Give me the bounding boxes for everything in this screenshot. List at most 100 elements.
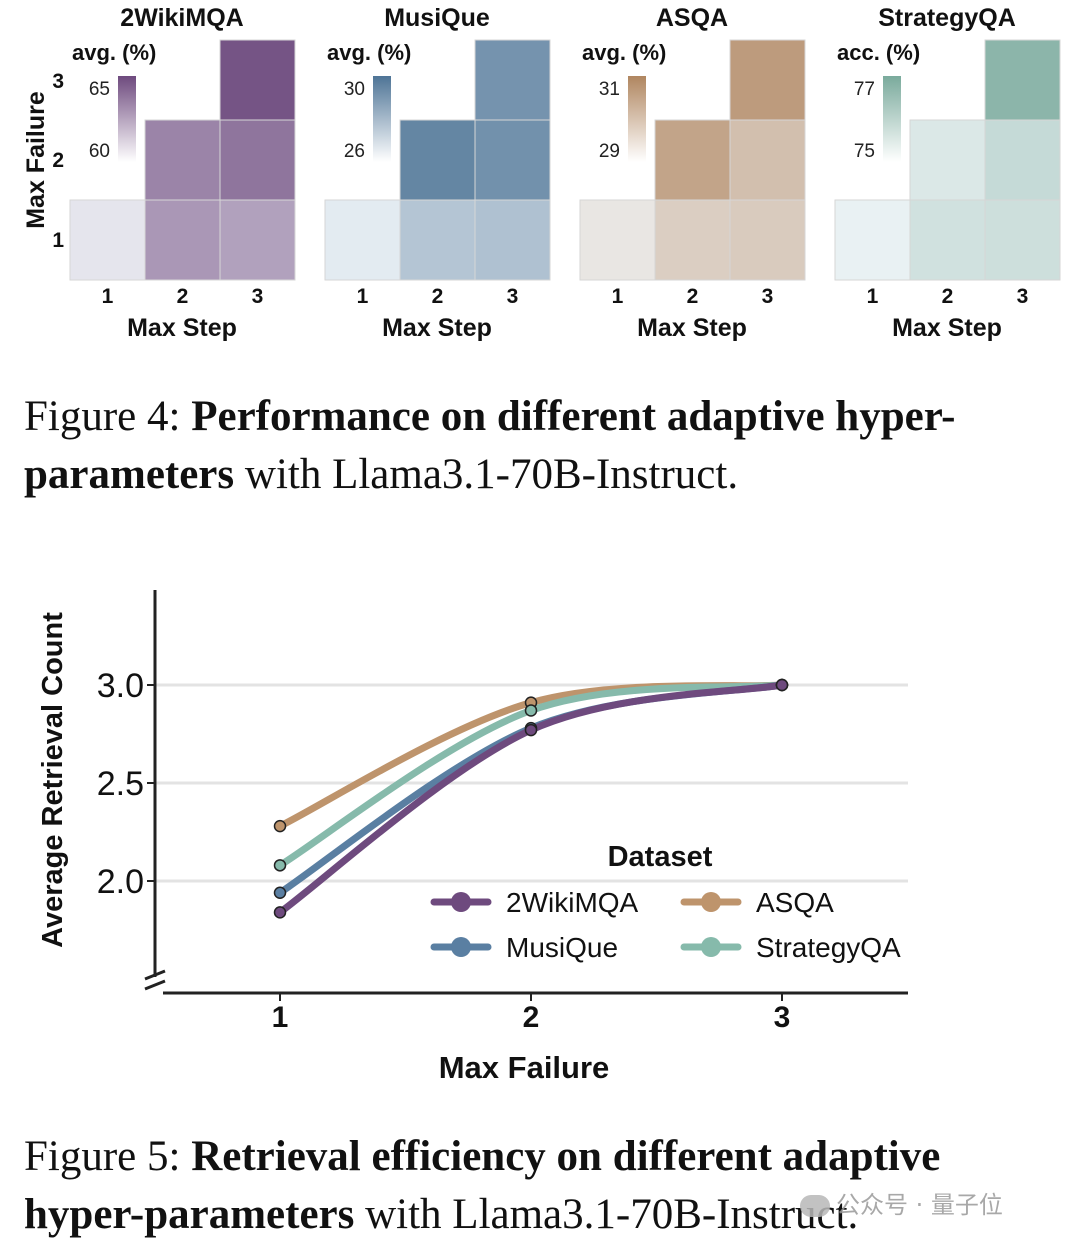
figure-5-line-chart: 2.0 2.5 3.0 1 2 3 Max Failure Average Retrieval… (37, 590, 908, 1085)
y-tick-label: 2 (52, 149, 64, 172)
figure-5-caption-rest: with Llama3.1-70B-Instruct. (354, 1191, 859, 1238)
x-tick-label: 2 (177, 285, 189, 308)
heatmap-cell (399, 199, 476, 281)
heatmap-cell (219, 199, 296, 281)
heatmap-cell (69, 199, 146, 281)
x-axis-label: Max Step (127, 314, 237, 342)
wechat-icon (800, 1195, 830, 1217)
heatmap-cell (144, 199, 221, 281)
legend-title: Dataset (608, 841, 713, 873)
colorbar-tick-low: 26 (344, 141, 365, 162)
legend-swatch-dot (451, 892, 471, 912)
heatmap-cell (474, 39, 551, 121)
colorbar-label: avg. (%) (327, 40, 411, 65)
heatmap-title: 2WikiMQA (120, 4, 243, 32)
legend-label: StrategyQA (756, 932, 901, 963)
heatmap-cell (219, 39, 296, 121)
heatmap-cell (729, 39, 806, 121)
legend-swatch-dot (701, 892, 721, 912)
watermark: 公众号 · 量子位 (800, 1185, 1003, 1220)
series-point-musique (273, 886, 287, 900)
heatmap-cell (654, 199, 731, 281)
x-tick-label: 3 (252, 285, 264, 308)
heatmap-cell (474, 199, 551, 281)
series-point-strategyqa (273, 859, 287, 872)
colorbar-tick-low: 75 (854, 141, 875, 162)
heatmap-cell (984, 119, 1061, 201)
heatmap-title: MusiQue (384, 4, 490, 32)
colorbar (373, 76, 391, 162)
x-axis-label: Max Step (382, 314, 492, 342)
axis-break-mark (144, 969, 166, 981)
heatmap-cell (729, 199, 806, 281)
watermark-text: 公众号 · 量子位 (836, 1191, 1003, 1219)
y-tick-label: 3.0 (97, 667, 144, 705)
x-tick-label: 1 (272, 1001, 289, 1034)
line-chart-plot: 2.0 2.5 3.0 1 2 3 Max Failure Average Retrieval… (37, 590, 908, 1085)
legend: Dataset 2WikiMQA MusiQue ASQA StrategyQA (430, 841, 901, 963)
colorbar-tick-high: 30 (344, 79, 365, 100)
x-axis-label: Max Failure (439, 1050, 610, 1085)
heatmap-cell (834, 199, 911, 281)
y-axis-label: Average Retrieval Count (37, 612, 69, 948)
figure-4-caption-label: Figure 4: (24, 393, 181, 440)
x-tick-label: 3 (762, 285, 774, 308)
heatmap-cell (984, 39, 1061, 121)
colorbar-tick-low: 29 (599, 141, 620, 162)
figure-4-caption-rest: with Llama3.1-70B-Instruct. (234, 451, 739, 498)
colorbar (628, 76, 646, 162)
x-axis-label: Max Step (637, 314, 747, 342)
figure-4-caption-bold: Performance on different adaptive hyper-… (24, 393, 956, 498)
heatmap-panel-3: ASQA avg. (%) 31 29 1 2 3 Max Step (579, 4, 806, 342)
colorbar (118, 76, 136, 162)
axis-break-mark (144, 979, 166, 991)
x-tick-label: 3 (774, 1001, 791, 1034)
heatmap-cell (399, 119, 476, 201)
heatmap-cell (984, 199, 1061, 281)
figure-4-caption: Figure 4: Performance on different adapt… (24, 388, 1064, 504)
x-tick-label: 2 (687, 285, 699, 308)
colorbar-label: avg. (%) (72, 40, 156, 65)
figure-5-caption-bold: Retrieval efficiency on different adapti… (24, 1133, 941, 1238)
heatmap-cell (219, 119, 296, 201)
x-tick-label: 3 (507, 285, 519, 308)
colorbar-tick-high: 31 (599, 79, 620, 100)
heatmap-cell (654, 119, 731, 201)
heatmap-cell (324, 199, 401, 281)
x-tick-label: 1 (612, 285, 624, 308)
y-tick-label: 2.5 (97, 765, 144, 803)
y-axis-label: Max Failure (22, 91, 50, 229)
x-tick-label: 1 (357, 285, 369, 308)
colorbar-tick-high: 77 (854, 79, 875, 100)
series-point-asqa (273, 819, 287, 833)
y-tick-label: 3 (52, 70, 64, 93)
colorbar-tick-low: 60 (89, 141, 110, 162)
heatmap-cell (729, 119, 806, 201)
legend-swatch-dot (451, 937, 471, 957)
figure-5-caption: Figure 5: Retrieval efficiency on differ… (24, 1128, 1064, 1244)
x-axis-label: Max Step (892, 314, 1002, 342)
colorbar-label: avg. (%) (582, 40, 666, 65)
series-point-2wikimqa (273, 906, 287, 919)
series-line-2wikimqa (276, 681, 786, 916)
heatmap-cell (579, 199, 656, 281)
legend-label: MusiQue (506, 932, 618, 963)
heatmap-cell (474, 119, 551, 201)
series-point-2wikimqa (524, 723, 538, 737)
heatmap-cell (909, 119, 986, 201)
x-tick-label: 2 (432, 285, 444, 308)
x-tick-label: 1 (867, 285, 879, 308)
colorbar-label: acc. (%) (837, 40, 920, 65)
heatmap-title: StrategyQA (878, 4, 1016, 32)
y-tick-label: 1 (52, 229, 64, 252)
x-tick-label: 3 (1017, 285, 1029, 308)
heatmap-cell (909, 199, 986, 281)
x-tick-label: 2 (942, 285, 954, 308)
heatmap-panel-2: MusiQue avg. (%) 30 26 1 2 3 Max Step (324, 4, 551, 342)
colorbar (883, 76, 901, 162)
series-point-2wikimqa (775, 678, 789, 692)
x-tick-label: 2 (523, 1001, 540, 1034)
y-tick-label: 2.0 (97, 863, 144, 901)
